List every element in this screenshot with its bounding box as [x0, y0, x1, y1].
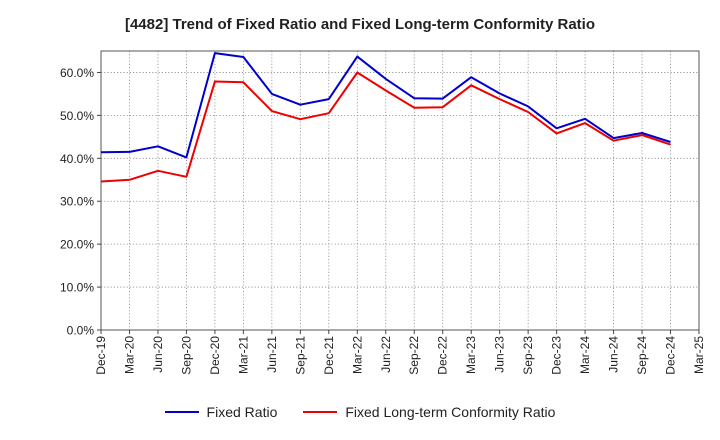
- x-tick-label: Jun-20: [151, 336, 165, 373]
- x-tick-label: Dec-23: [550, 336, 564, 375]
- chart-title: [4482] Trend of Fixed Ratio and Fixed Lo…: [124, 16, 596, 33]
- legend-item-fixed-long-term-conformity-ratio: Fixed Long-term Conformity Ratio: [303, 404, 555, 420]
- x-tick-label: Dec-19: [94, 336, 108, 375]
- series-line-1: [100, 71, 671, 183]
- y-tick-label: 20.0%: [60, 238, 94, 252]
- x-tick-label: Jun-24: [607, 336, 621, 373]
- legend-swatch-fixed-ratio: [164, 411, 199, 413]
- x-tick-label: Dec-20: [208, 336, 222, 375]
- x-tick-label: Sep-20: [179, 336, 193, 375]
- legend: Fixed Ratio Fixed Long-term Conformity R…: [0, 404, 720, 420]
- axis-layer: [97, 50, 700, 334]
- y-tick-label: 50.0%: [60, 109, 94, 123]
- x-tick-label: Sep-23: [521, 336, 535, 375]
- series-line-0: [100, 52, 671, 159]
- x-tick-label: Jun-23: [493, 336, 507, 373]
- label-layer: 0.0% 10.0% 20.0% 30.0% 40.0% 50.0% 60.0% Dec-19…: [60, 66, 706, 375]
- x-tick-label: Dec-21: [322, 336, 336, 375]
- y-tick-label: 10.0%: [60, 281, 94, 295]
- x-tick-label: Sep-24: [635, 336, 649, 375]
- x-tick-label: Mar-20: [122, 336, 136, 374]
- x-tick-label: Dec-24: [664, 336, 678, 375]
- x-tick-label: Jun-22: [379, 336, 393, 373]
- y-tick-label: 0.0%: [67, 324, 95, 338]
- y-tick-label: 60.0%: [60, 66, 94, 80]
- legend-label-fixed-long-term-conformity-ratio: Fixed Long-term Conformity Ratio: [345, 404, 556, 420]
- legend-label-fixed-ratio: Fixed Ratio: [206, 404, 278, 420]
- y-tick-label: 40.0%: [60, 152, 94, 166]
- x-tick-label: Mar-25: [692, 336, 706, 374]
- x-tick-label: Mar-23: [464, 336, 478, 374]
- x-tick-label: Sep-22: [407, 336, 421, 375]
- x-tick-label: Jun-21: [265, 336, 279, 373]
- series-layer: [100, 52, 671, 183]
- legend-swatch-fixed-long-term-conformity-ratio: [303, 411, 338, 413]
- legend-item-fixed-ratio: Fixed Ratio: [164, 404, 278, 420]
- y-tick-label: 30.0%: [60, 195, 94, 209]
- x-tick-label: Dec-22: [436, 336, 450, 375]
- x-tick-label: Sep-21: [293, 336, 307, 375]
- grid-layer: [101, 51, 699, 330]
- x-tick-label: Mar-21: [236, 336, 250, 374]
- x-tick-label: Mar-22: [350, 336, 364, 374]
- plot-frame: [100, 50, 700, 331]
- x-tick-label: Mar-24: [578, 336, 592, 374]
